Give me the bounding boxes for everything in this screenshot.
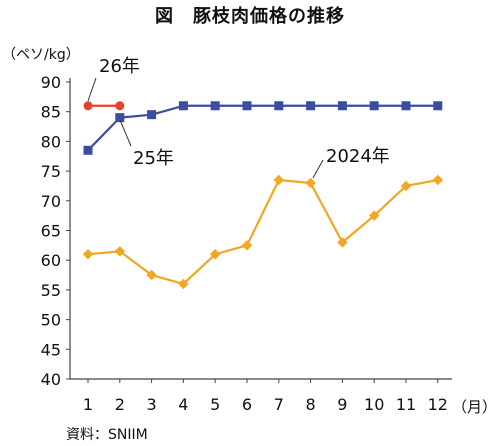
y-axis-ticks: 40 45 50 55 60 65 70 75 80 85 90 xyxy=(41,73,70,389)
y-tick-label: 45 xyxy=(41,340,61,359)
data-point xyxy=(178,278,189,290)
y-tick-label: 55 xyxy=(41,281,61,300)
data-point xyxy=(210,249,221,260)
data-point xyxy=(369,101,379,111)
annotation-leader xyxy=(312,159,324,179)
data-point xyxy=(242,101,252,111)
x-tick-label: 11 xyxy=(396,395,416,414)
y-tick-label: 85 xyxy=(41,103,61,122)
y-tick-label: 40 xyxy=(41,370,61,389)
x-tick-label: 2 xyxy=(115,395,125,414)
x-tick-label: 6 xyxy=(242,395,252,414)
series-label-2024: 2024年 xyxy=(326,146,390,167)
y-tick-label: 65 xyxy=(41,222,61,241)
y-tick-label: 70 xyxy=(41,192,61,211)
x-axis-unit-label: （月） xyxy=(452,398,498,416)
data-point xyxy=(274,101,284,111)
x-tick-label: 3 xyxy=(147,395,157,414)
data-point xyxy=(432,174,443,186)
data-point xyxy=(273,174,284,186)
data-point xyxy=(83,145,93,155)
series-label-26: 26年 xyxy=(99,56,140,77)
y-axis-unit-label: （ペソ/kg） xyxy=(2,47,80,63)
series-label-25: 25年 xyxy=(133,148,174,169)
y-tick-label: 75 xyxy=(41,162,61,181)
data-point xyxy=(305,177,316,189)
x-tick-label: 9 xyxy=(337,395,347,414)
data-point xyxy=(337,237,348,248)
series-line-25 xyxy=(87,104,438,152)
y-tick-label: 60 xyxy=(41,251,61,270)
data-point xyxy=(241,240,253,251)
data-point xyxy=(147,110,157,120)
y-tick-label: 50 xyxy=(41,311,61,330)
data-point xyxy=(146,269,157,281)
annotations: 26年 25年 2024年 xyxy=(87,56,390,179)
x-tick-label: 7 xyxy=(274,395,284,414)
data-point xyxy=(337,101,347,111)
annotation-leader xyxy=(119,119,132,147)
data-point xyxy=(369,210,380,221)
data-point xyxy=(82,249,94,260)
data-point xyxy=(114,246,125,257)
data-point xyxy=(400,180,412,192)
series-group xyxy=(82,101,443,290)
x-tick-label: 12 xyxy=(428,395,448,414)
data-point xyxy=(210,101,220,111)
chart-title: 図 豚枝肉価格の推移 xyxy=(155,6,345,27)
x-tick-label: 1 xyxy=(83,395,93,414)
data-point xyxy=(306,101,316,111)
series-line-2024 xyxy=(87,178,439,286)
data-point xyxy=(178,101,188,111)
x-axis-ticks: 1 2 3 4 5 6 7 8 9 10 11 12 xyxy=(83,379,448,414)
y-tick-label: 80 xyxy=(41,132,61,151)
data-point xyxy=(83,101,93,111)
y-tick-label: 90 xyxy=(41,73,61,92)
data-point xyxy=(401,101,411,111)
x-tick-label: 10 xyxy=(364,395,384,414)
x-tick-label: 4 xyxy=(178,395,188,414)
x-tick-label: 8 xyxy=(306,395,316,414)
axes xyxy=(69,78,452,380)
annotation-leader xyxy=(87,77,97,102)
x-tick-label: 5 xyxy=(210,395,220,414)
data-point xyxy=(115,113,125,123)
data-point xyxy=(433,101,443,111)
source-note: 資料：SNIIM xyxy=(66,427,148,443)
data-point xyxy=(115,101,125,111)
